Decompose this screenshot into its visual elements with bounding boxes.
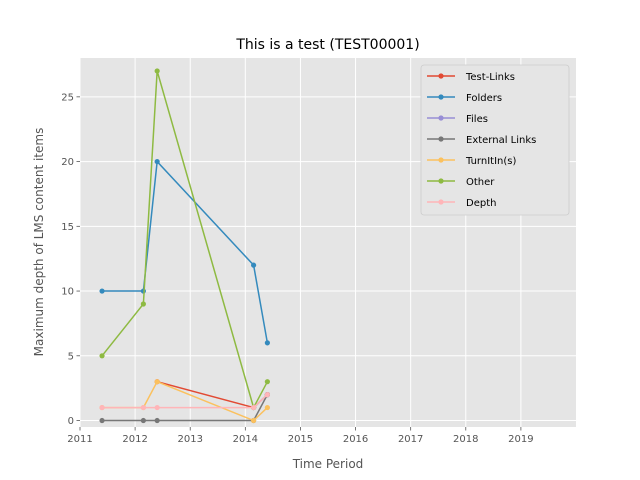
- x-tick-label: 2015: [288, 434, 313, 445]
- legend-item-external-links: External Links: [427, 135, 536, 146]
- data-point-depth: [264, 392, 270, 398]
- legend-swatch-marker: [438, 136, 444, 142]
- data-point-other: [154, 68, 160, 74]
- x-tick-label: 2012: [122, 434, 147, 445]
- x-tick-label: 2016: [343, 434, 368, 445]
- legend-swatch-marker: [438, 178, 444, 184]
- x-tick-label: 2018: [453, 434, 478, 445]
- data-point-external-links: [154, 417, 160, 424]
- data-point-turnitin-s: [264, 404, 270, 411]
- data-point-folders: [154, 158, 160, 165]
- legend-label: Other: [466, 177, 495, 188]
- x-tick-label: 2019: [508, 434, 533, 445]
- x-axis-ticks: 2011 2012 2013 2014 2015 2016 2017 2018 2019: [67, 427, 534, 445]
- y-tick-label: 10: [61, 287, 74, 298]
- data-point-other: [99, 353, 105, 359]
- chart-title: This is a test (TEST00001): [235, 37, 419, 53]
- y-tick-label: 0: [68, 416, 74, 427]
- legend-swatch-marker: [438, 115, 444, 121]
- legend-item-files: Files: [427, 114, 488, 125]
- legend-label: Depth: [466, 198, 496, 209]
- data-point-external-links: [99, 417, 105, 424]
- legend-label: TurnItIn(s): [465, 156, 516, 167]
- legend-item-other: Other: [427, 177, 495, 188]
- legend-swatch-marker: [438, 94, 444, 100]
- data-point-folders: [251, 262, 257, 268]
- y-tick-label: 5: [68, 351, 74, 362]
- legend-label: External Links: [466, 135, 536, 146]
- legend-item-depth: Depth: [427, 198, 496, 209]
- legend-item-test-links: Test-Links: [427, 72, 515, 83]
- data-point-depth: [99, 404, 105, 411]
- x-tick-label: 2013: [177, 434, 202, 445]
- legend-label: Test-Links: [465, 72, 515, 83]
- y-axis-ticks: 0 5 10 15 20 25: [61, 92, 80, 427]
- data-point-turnitin-s: [154, 379, 160, 385]
- legend-box: [420, 64, 570, 216]
- x-axis-label: Time Period: [292, 457, 364, 471]
- series-depth: [99, 392, 270, 411]
- data-point-other: [140, 301, 146, 307]
- legend-label: Folders: [466, 93, 502, 104]
- data-point-depth: [140, 404, 146, 411]
- data-point-external-links: [140, 417, 146, 424]
- legend-swatch-marker: [438, 157, 444, 163]
- y-tick-label: 15: [61, 222, 74, 233]
- x-tick-label: 2014: [233, 434, 258, 445]
- legend-item-turnitin-s: TurnItIn(s): [427, 156, 516, 167]
- legend-label: Files: [466, 114, 488, 125]
- legend-item-folders: Folders: [427, 93, 502, 104]
- data-point-folders: [99, 288, 105, 294]
- y-tick-label: 20: [61, 157, 74, 168]
- legend-swatch-marker: [438, 73, 444, 79]
- x-tick-label: 2011: [67, 434, 92, 445]
- data-point-other: [264, 379, 270, 385]
- legend-swatch-marker: [438, 199, 444, 205]
- data-point-depth: [154, 404, 160, 411]
- series-group: [99, 68, 270, 424]
- y-axis-label: Maximum depth of LMS content items: [32, 128, 46, 357]
- y-tick-label: 25: [61, 92, 74, 103]
- legend: Test-Links Folders Files External Links Turn…: [420, 64, 570, 216]
- x-tick-label: 2017: [398, 434, 423, 445]
- data-point-depth: [251, 404, 257, 411]
- series-folders: [99, 158, 270, 346]
- data-point-turnitin-s: [251, 417, 257, 424]
- data-point-folders: [264, 340, 270, 346]
